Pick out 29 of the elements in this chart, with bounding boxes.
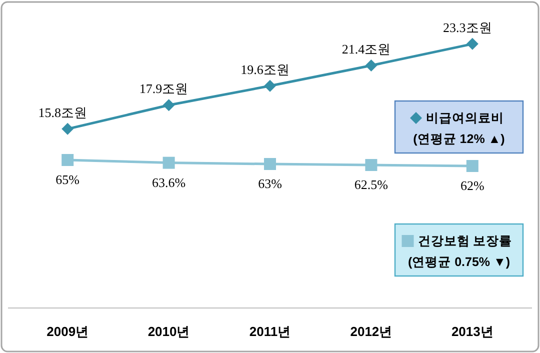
point xyxy=(162,99,175,112)
annotation: (연평균 0.75% ▼) xyxy=(408,255,510,269)
data-label: 19.6조원 xyxy=(240,62,290,77)
legend-label: 비급여의료비 xyxy=(426,111,504,125)
point xyxy=(466,38,478,50)
x-tick-label: 2011년 xyxy=(249,324,291,339)
x-tick-label: 2010년 xyxy=(148,324,190,339)
data-label: 62.5% xyxy=(354,177,388,192)
data-label: 63% xyxy=(258,176,282,191)
data-label: 15.8조원 xyxy=(38,104,87,120)
point xyxy=(62,122,74,135)
data-label: 65% xyxy=(56,172,80,187)
data-label: 21.4조원 xyxy=(342,41,391,56)
x-tick-label: 2009년 xyxy=(46,324,89,339)
data-label: 63.6% xyxy=(152,174,186,190)
point xyxy=(365,59,378,72)
data-label: 62% xyxy=(460,178,484,193)
legend-label: 건강보험 보장률 xyxy=(418,234,512,248)
point xyxy=(365,159,378,171)
point xyxy=(264,158,276,170)
data-label: 23.3조원 xyxy=(443,20,492,35)
point xyxy=(466,160,478,172)
annotation: (연평균 12% ▲) xyxy=(413,132,505,146)
point xyxy=(162,156,175,169)
x-tick-label: 2013년 xyxy=(451,324,494,339)
data-label: 17.9조원 xyxy=(139,81,188,96)
point xyxy=(264,80,276,92)
x-tick-label: 2012년 xyxy=(350,324,392,339)
point xyxy=(62,154,74,166)
